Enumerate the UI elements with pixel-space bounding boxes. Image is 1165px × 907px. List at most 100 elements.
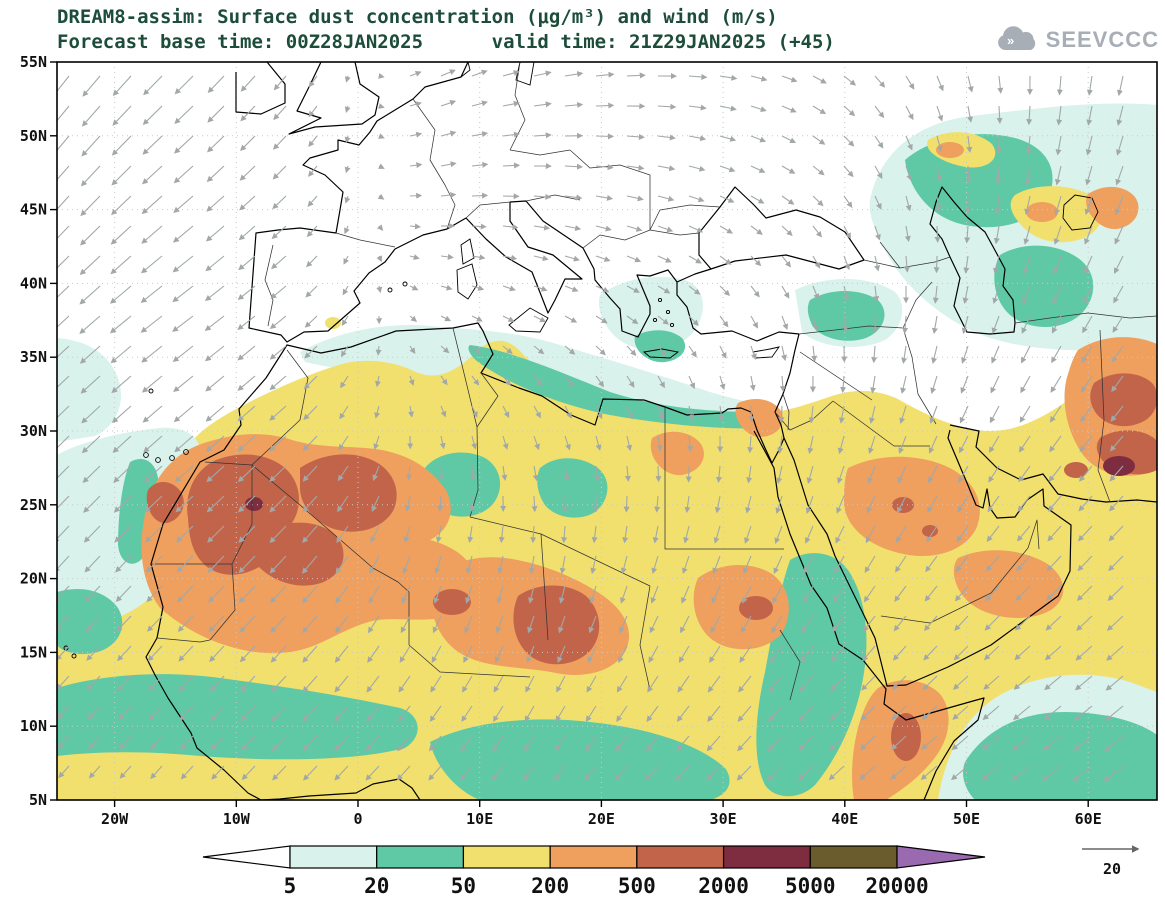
wind-arrow — [739, 645, 752, 663]
wind-arrow — [57, 735, 70, 749]
wind-arrow — [238, 225, 256, 241]
wind-arrow — [1022, 255, 1031, 275]
wind-arrow — [272, 135, 287, 150]
wind-arrow — [1053, 255, 1062, 275]
wind-arrow — [533, 435, 540, 451]
wind-arrow — [239, 615, 256, 633]
wind-arrow — [564, 71, 584, 78]
wind-arrow — [434, 555, 442, 575]
wind-arrow — [895, 555, 907, 573]
wind-arrow — [960, 375, 969, 394]
wind-arrow — [340, 375, 349, 389]
wind-arrow — [1012, 705, 1031, 721]
wind-arrow — [743, 555, 752, 575]
wind-arrow — [467, 525, 474, 543]
wind-arrow — [804, 525, 814, 544]
wind-arrow — [962, 285, 969, 304]
wind-arrow — [1023, 225, 1031, 245]
wind-arrow — [1116, 105, 1124, 126]
wind-arrow — [874, 165, 883, 180]
wind-arrow — [269, 375, 287, 391]
country-borders — [151, 62, 1157, 701]
wind-arrow — [812, 105, 827, 115]
wind-arrow — [1020, 375, 1031, 394]
wind-arrow — [892, 645, 907, 661]
legend-over-arrow — [896, 845, 986, 869]
wind-arrow — [112, 105, 132, 126]
wind-arrow — [738, 675, 752, 693]
wind-arrow — [440, 69, 456, 77]
wind-arrow — [1111, 345, 1124, 363]
wind-arrow — [468, 495, 475, 512]
wind-arrow — [777, 435, 784, 454]
wind-arrow — [302, 495, 318, 513]
legend-tick-label: 2000 — [698, 874, 749, 898]
wind-arrow — [584, 765, 597, 781]
wind-arrow — [1048, 465, 1062, 482]
wind-arrow — [564, 101, 584, 108]
wind-arrow — [493, 675, 504, 693]
wind-arrow — [1047, 525, 1062, 542]
wind-arrow — [240, 675, 256, 692]
wind-arrow — [1051, 315, 1062, 334]
wind-arrow — [859, 765, 876, 781]
wind-arrow — [269, 465, 287, 482]
wind-arrow — [173, 195, 194, 213]
wind-arrow — [146, 585, 163, 603]
wind-arrow — [492, 735, 504, 752]
wind-arrow — [207, 75, 225, 93]
wind-arrow — [142, 405, 163, 423]
wind-arrow — [902, 315, 909, 334]
wind-arrow — [719, 285, 731, 297]
wind-arrow — [367, 645, 380, 663]
axis-labels: 20W 10W 0 10E 20E 30E 40E 50E 60E 55N 50N 45N 40N 35N… — [20, 53, 1102, 828]
wind-arrow — [1108, 555, 1124, 572]
wind-arrow — [1074, 675, 1093, 691]
wind-arrow — [179, 705, 194, 721]
wind-arrow — [493, 705, 504, 723]
wind-arrow — [142, 135, 163, 155]
wind-arrow — [1011, 765, 1031, 781]
wind-arrow — [750, 225, 763, 235]
lat-tick-label: 20N — [20, 570, 47, 588]
wind-arrow — [740, 615, 752, 634]
wind-arrow — [995, 165, 1002, 185]
wind-arrow — [205, 255, 225, 272]
logo-text: SEEVCCC — [1045, 27, 1159, 52]
wind-arrow — [304, 315, 318, 328]
wind-arrow — [812, 315, 819, 332]
wind-arrow — [1106, 645, 1124, 661]
wind-arrow — [57, 255, 70, 269]
wind-arrow — [750, 165, 766, 173]
wind-arrow — [867, 465, 876, 484]
wind-arrow — [874, 105, 885, 119]
wind-arrow — [626, 345, 637, 356]
wind-arrow — [688, 255, 702, 264]
wind-arrow — [344, 135, 351, 144]
wind-arrow — [952, 705, 969, 720]
wind-arrow — [959, 435, 969, 454]
wind-arrow — [921, 735, 938, 750]
wind-arrow — [890, 765, 907, 780]
wind-arrow — [86, 645, 101, 661]
wind-arrow — [620, 555, 628, 575]
wind-arrow — [1075, 645, 1093, 661]
wind-arrow — [237, 435, 256, 452]
legend-tick-label: 5 — [284, 874, 297, 898]
wind-arrow — [408, 405, 414, 418]
wind-arrow — [931, 345, 938, 364]
wind-arrow — [865, 525, 876, 544]
wind-arrow — [57, 465, 70, 484]
wind-arrow — [370, 525, 380, 543]
wind-arrow — [559, 555, 566, 575]
wind-arrow — [842, 315, 849, 333]
wind-arrow — [83, 525, 101, 543]
wind-arrow — [934, 225, 941, 243]
wind-arrow — [1114, 195, 1124, 216]
wind-arrow — [533, 285, 548, 292]
wind-arrow — [84, 555, 101, 573]
wind-arrow — [497, 555, 504, 575]
wind-arrow — [306, 255, 318, 268]
wind-arrow — [378, 133, 385, 139]
wind-arrow — [646, 705, 659, 722]
